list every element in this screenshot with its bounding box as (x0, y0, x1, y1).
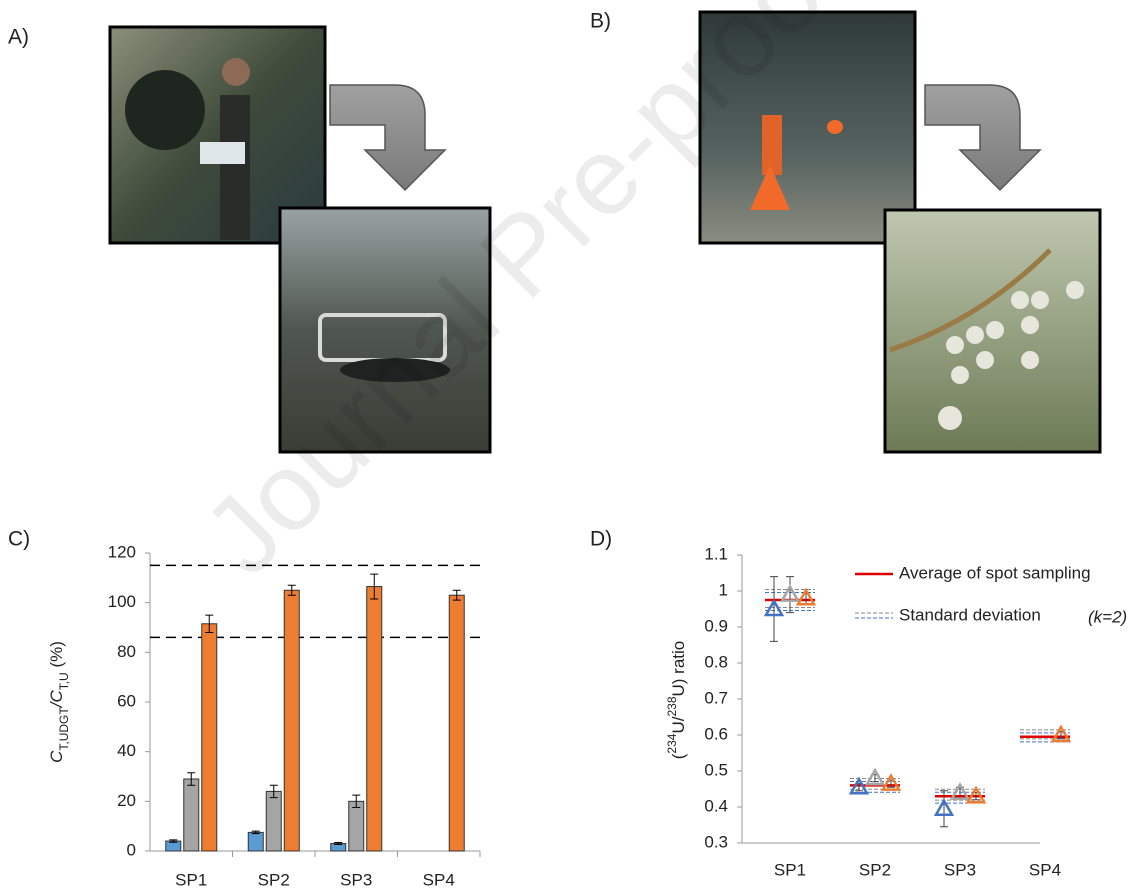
photo (278, 206, 492, 454)
error-bar (770, 576, 778, 642)
photo-detail (200, 142, 245, 164)
y-tick-label: 1 (719, 580, 728, 599)
legend-label: Standard deviation (899, 605, 1041, 624)
error-bar (187, 772, 196, 786)
panel-label: D) (590, 528, 612, 551)
y-tick-label: 100 (108, 592, 136, 611)
error-bar (452, 589, 461, 601)
y-tick-label: 120 (108, 542, 136, 561)
error-bar (370, 573, 379, 600)
y-tick-label: 40 (117, 741, 136, 760)
arrow (924, 84, 1042, 192)
photo-detail (220, 95, 250, 240)
y-axis-label-part: T,UDGT (57, 707, 71, 751)
bar (348, 800, 365, 852)
y-axis-label-part: U) ratio (669, 641, 688, 697)
error-bar (169, 839, 178, 843)
error-bar (940, 790, 948, 828)
y-tick-label: 60 (117, 691, 136, 710)
bar (183, 778, 200, 852)
arrow (329, 84, 447, 192)
x-tick-label: SP4 (1029, 860, 1061, 879)
y-tick-label: 80 (117, 642, 136, 661)
photo-detail (340, 358, 450, 382)
y-tick-label: 0 (127, 840, 136, 859)
x-tick-label: SP2 (258, 870, 290, 888)
triangle-marker (880, 773, 902, 791)
legend-label: Average of spot sampling (899, 563, 1091, 582)
error-bar (269, 784, 278, 799)
error-bar (205, 614, 214, 633)
x-tick-label: SP3 (944, 860, 976, 879)
bar (448, 594, 465, 852)
error-bar (334, 842, 343, 846)
y-tick-label: 0.9 (704, 616, 728, 635)
y-axis-label-part: ( (669, 753, 688, 759)
y-axis-label: (234U/238U) ratio (665, 641, 688, 759)
y-tick-label: 0.6 (704, 724, 728, 743)
error-bar (352, 794, 361, 809)
x-tick-label: SP1 (774, 860, 806, 879)
error-bar (786, 576, 794, 614)
y-tick-label: 1.1 (704, 544, 728, 563)
triangle-marker (795, 587, 817, 606)
photo-panels: A) B) Journal Pre-proof C) D) (8, 0, 1102, 598)
y-tick-label: 0.8 (704, 652, 728, 671)
photo-detail (762, 115, 782, 175)
photo-detail (889, 248, 1052, 353)
x-tick-label: SP2 (859, 860, 891, 879)
y-axis-label-part: /C (47, 690, 66, 709)
y-axis-label-part: 234 (665, 733, 679, 753)
triangle-marker (848, 776, 870, 795)
triangle-marker (779, 584, 801, 602)
photo (698, 10, 917, 245)
triangle-marker (1050, 724, 1072, 743)
photo-detail (827, 120, 843, 134)
bar (265, 790, 282, 852)
bar (201, 623, 218, 852)
y-tick-label: 20 (117, 791, 136, 810)
photo-detail (750, 165, 790, 210)
x-tick-label: SP1 (175, 870, 207, 888)
y-axis-label-part: T,U (57, 672, 71, 690)
photo-detail (938, 281, 1084, 430)
x-tick-label: SP4 (423, 870, 455, 888)
y-tick-label: 0.4 (704, 796, 728, 815)
x-tick-label: SP3 (340, 870, 372, 888)
y-axis-label-part: (%) (47, 641, 66, 672)
panel-label: C) (8, 528, 30, 551)
bar (366, 586, 383, 852)
y-tick-label: 0.5 (704, 760, 728, 779)
y-tick-label: 0.7 (704, 688, 728, 707)
triangle-marker (965, 785, 987, 804)
y-axis-label-part: 238 (665, 696, 679, 716)
error-bar (287, 584, 296, 596)
bar (247, 831, 264, 852)
bar (283, 589, 300, 852)
triangle-marker (933, 798, 955, 817)
y-tick-label: 0.3 (704, 832, 728, 851)
triangle-marker (949, 782, 971, 800)
triangle-marker (763, 598, 785, 617)
photo-detail (222, 58, 250, 86)
y-axis-label-part: C (47, 750, 66, 763)
panel-label: A) (8, 26, 29, 49)
y-axis-label-part: U/ (669, 716, 688, 733)
error-bar (251, 830, 260, 835)
triangle-marker (864, 767, 886, 786)
panel-label: B) (590, 10, 611, 33)
photo-detail (125, 70, 205, 150)
legend-note: (k=2) (1088, 607, 1127, 626)
y-axis-label: CT,UDGT/CT,U (%) (47, 641, 71, 763)
